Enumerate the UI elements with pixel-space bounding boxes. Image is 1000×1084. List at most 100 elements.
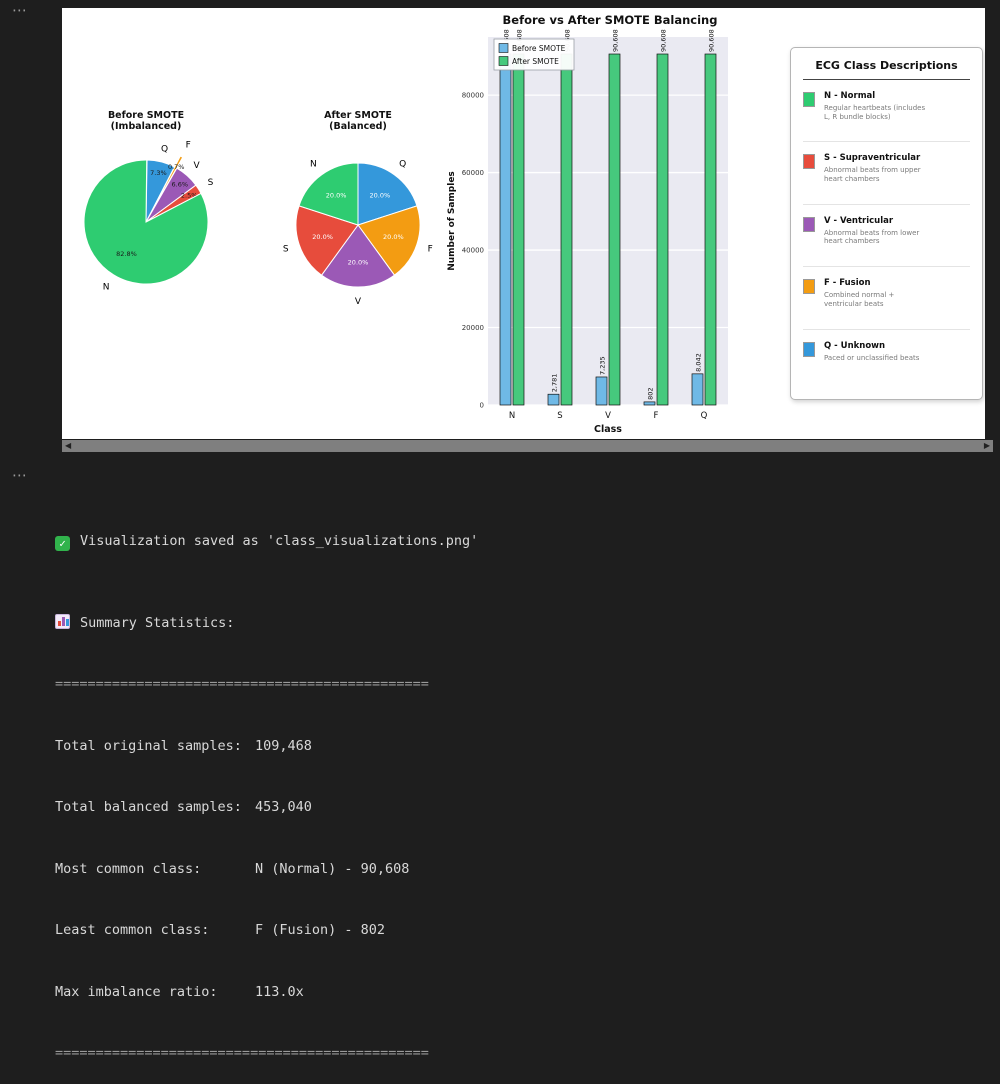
plot-area: [488, 37, 728, 405]
summary-title-text: Summary Statistics:: [80, 614, 235, 631]
pie-before-title-line2: (Imbalanced): [110, 121, 182, 132]
stat-row-balanced: Total balanced samples: 453,040: [55, 797, 478, 818]
ecg-class-desc: Regular heartbeats (includes L, R bundle…: [824, 104, 926, 121]
stat-label: Most common class:: [55, 860, 202, 877]
pie-slice-label: Q: [161, 144, 168, 154]
class-color-swatch-n: [803, 92, 815, 107]
pie-pct-label: 82.8%: [116, 250, 137, 258]
pie-slice-label: S: [283, 244, 289, 254]
pie-slice-label: V: [193, 161, 200, 171]
ecg-entries-list: N - Normal Regular heartbeats (includes …: [803, 80, 970, 391]
stat-row-imbalance: Max imbalance ratio: 113.0x: [55, 982, 478, 1003]
stat-label: Max imbalance ratio:: [55, 983, 218, 1000]
pie-pct-label: 2.5%: [181, 192, 198, 200]
pie-slice-F: [357, 205, 421, 276]
ecg-entry-text: Q - Unknown Paced or unclassified beats: [824, 341, 932, 363]
check-mark-icon: ✓: [55, 536, 70, 551]
summary-header-line: Summary Statistics:: [55, 613, 478, 634]
bar-value-label: 2,781: [551, 374, 559, 393]
class-color-swatch-s: [803, 154, 815, 170]
x-tick-label: F: [654, 411, 659, 421]
ecg-entry-v: V - Ventricular Abnormal beats from lowe…: [803, 205, 970, 268]
separator-line: ========================================…: [55, 676, 429, 692]
ecg-class-desc: Combined normal + ventricular beats: [824, 291, 895, 308]
legend-swatch: [498, 56, 509, 66]
bar-before-smote-F: [643, 401, 656, 406]
ecg-panel-title: ECG Class Descriptions: [803, 59, 970, 80]
grouped-bar-chart: 0 20000 40000 60000 80000 N 90,608 90,608 S 2,781…: [447, 29, 728, 435]
stat-label: Total balanced samples:: [55, 799, 242, 815]
stat-row-most-common: Most common class: N (Normal) - 90,608: [55, 859, 478, 880]
class-color-swatch-q: [803, 341, 815, 357]
saved-message-text: Visualization saved as 'class_visualizat…: [80, 533, 479, 549]
bar-value-label: 90,608: [708, 29, 716, 52]
bar-value-label: 8,042: [695, 353, 703, 372]
pie-slice-label: F: [186, 140, 191, 150]
pie-slice-V: [320, 224, 396, 288]
legend-swatch: [498, 43, 509, 53]
y-tick-label: 60000: [462, 169, 484, 177]
pie-slice-label: Q: [399, 160, 406, 170]
pie-slice-label: V: [355, 297, 362, 307]
pie-slice-label: N: [103, 283, 110, 293]
bar-value-label: 802: [647, 387, 655, 399]
x-tick-label: S: [557, 411, 562, 421]
bar-before-smote-N: [499, 53, 512, 406]
pie-slice-label: F: [428, 244, 433, 254]
pie-pct-label: 6.6%: [172, 181, 189, 189]
ecg-entry-f: F - Fusion Combined normal + ventricular…: [803, 267, 970, 330]
collapsed-cell-ellipsis-bottom[interactable]: ⋯: [12, 466, 28, 484]
bar-value-label: 7,235: [599, 356, 607, 375]
ecg-entry-text: S - Supraventricular Abnormal beats from…: [824, 153, 932, 183]
stat-value: 109,468: [255, 737, 312, 754]
y-tick-label: 40000: [462, 247, 484, 255]
ecg-entry-q: Q - Unknown Paced or unclassified beats: [803, 330, 970, 391]
bar-before-smote-Q: [691, 373, 704, 406]
matplotlib-figure-output: Before vs After SMOTE Balancing Before S…: [62, 8, 985, 439]
collapsed-cell-ellipsis-top[interactable]: ⋯: [12, 1, 28, 19]
stat-label: Least common class:: [55, 922, 210, 938]
separator-line: ========================================…: [55, 1045, 429, 1061]
bar-before-smote-S: [547, 393, 560, 406]
ecg-class-name: V - Ventricular: [824, 215, 894, 226]
y-tick-label: 20000: [462, 324, 484, 332]
legend-label: After SMOTE: [512, 57, 559, 66]
stat-value: F (Fusion) - 802: [255, 922, 386, 938]
pie-pct-label: 20.0%: [326, 191, 347, 199]
pie-slice-Q: [357, 162, 418, 226]
pie-chart-after-smote: Q 20.0% F 20.0% V 20.0% S 20.0% N 20.0%: [283, 160, 433, 307]
pie-slice-label: S: [208, 178, 214, 188]
pie-after-title-line1: After SMOTE: [324, 110, 392, 121]
check-glyph: ✓: [59, 537, 66, 550]
saved-message-line: ✓ Visualization saved as 'class_visualiza…: [55, 531, 478, 552]
stat-value: 453,040: [255, 799, 312, 815]
pie-slice-N: [83, 159, 209, 285]
pie-pct-label: 20.0%: [383, 233, 404, 241]
pie-pct-label: 20.0%: [370, 191, 391, 199]
ecg-entry-text: V - Ventricular Abnormal beats from lowe…: [824, 216, 932, 246]
ecg-class-name: S - Supraventricular: [824, 153, 921, 164]
bar-value-label: 90,608: [660, 29, 668, 52]
horizontal-scrollbar[interactable]: ◀ ▶: [62, 440, 993, 452]
class-color-swatch-v: [803, 216, 815, 232]
pie-slice-N: [298, 162, 359, 226]
pie-pct-label: 20.0%: [348, 259, 369, 267]
bar-after-smote-N: [512, 53, 525, 406]
pie-pct-label: 7.3%: [150, 169, 167, 177]
class-color-swatch-f: [803, 279, 815, 295]
pie-slice-label: N: [310, 160, 317, 170]
x-axis-label: Class: [594, 424, 622, 435]
y-tick-label: 80000: [462, 92, 484, 100]
scroll-left-arrow-icon[interactable]: ◀: [65, 441, 72, 450]
ecg-entry-text: N - Normal Regular heartbeats (includes …: [824, 91, 932, 121]
stat-label: Total original samples:: [55, 737, 242, 754]
stat-value: N (Normal) - 90,608: [255, 860, 410, 877]
pie-after-title: After SMOTE (Balanced): [288, 110, 428, 132]
bar-after-smote-F: [656, 53, 669, 406]
pie-chart-before-smote: Q 7.3% F 0.7% V 6.6% S 2.5% N 82.8%: [83, 140, 214, 293]
y-axis-label: Number of Samples: [447, 171, 457, 271]
scroll-right-arrow-icon[interactable]: ▶: [983, 441, 990, 450]
terminal-output: ✓ Visualization saved as 'class_visualiza…: [55, 490, 478, 1084]
x-tick-label: V: [605, 411, 611, 421]
ecg-class-desc: Abnormal beats from upper heart chambers: [824, 166, 921, 183]
